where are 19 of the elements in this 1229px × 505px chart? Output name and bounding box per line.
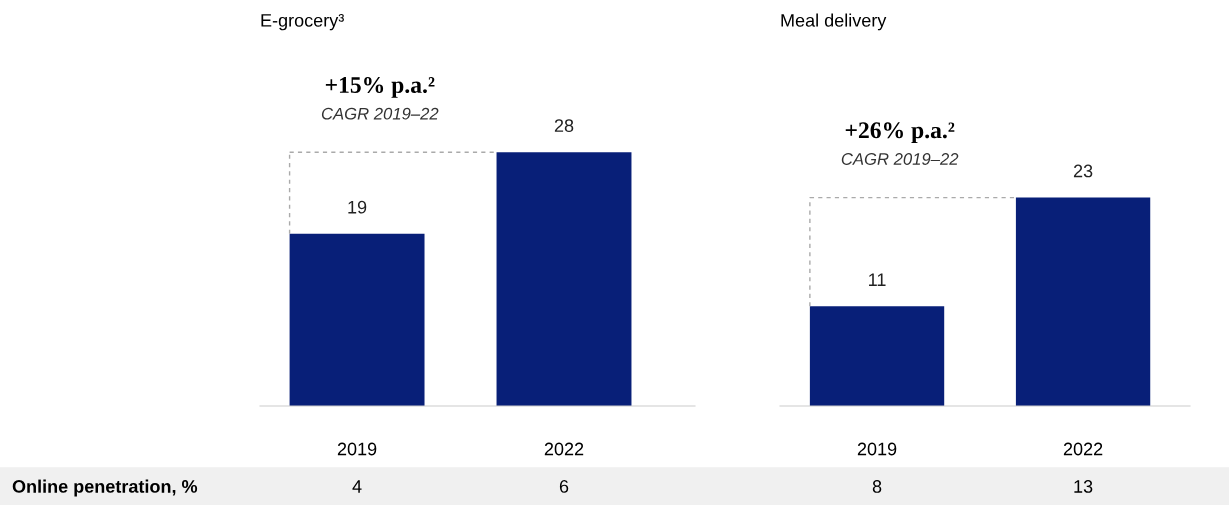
data-label: 11 xyxy=(869,273,886,286)
text: 8 xyxy=(872,480,882,493)
data-label: 19 xyxy=(348,200,367,214)
text: +15% p.a.² xyxy=(325,76,435,98)
data-label: 23 xyxy=(1073,164,1093,178)
x-tick-label: 2022 xyxy=(1063,442,1103,456)
chart-title: E-grocery³ xyxy=(261,14,344,31)
text: CAGR 2019–22 xyxy=(841,153,959,165)
x-tick-label: 2022 xyxy=(544,442,584,456)
chart-title: Meal delivery xyxy=(781,13,887,31)
text: +26% p.a.² xyxy=(845,122,955,144)
text: 13 xyxy=(1074,480,1093,493)
x-tick-label: 2019 xyxy=(337,442,377,456)
text: CAGR 2019–22 xyxy=(321,107,439,120)
text: 6 xyxy=(559,480,569,493)
data-label: 28 xyxy=(554,119,574,133)
x-tick-label: 2019 xyxy=(857,442,897,456)
text: 4 xyxy=(352,480,362,493)
text: Online penetration, % xyxy=(12,479,198,497)
